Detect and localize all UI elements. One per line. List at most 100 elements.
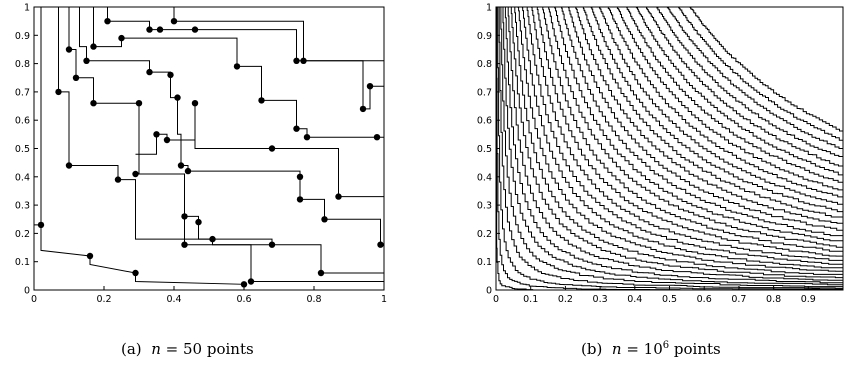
contour-7 [507, 6, 844, 281]
y-tick-label: 0.2 [477, 229, 492, 240]
data-point [258, 97, 265, 104]
contour-23 [598, 7, 844, 206]
contour-17 [554, 6, 844, 243]
y-tick-label: 0.9 [15, 31, 30, 42]
data-point [191, 100, 199, 107]
caption-a-eq: = [160, 340, 183, 358]
contour-29 [656, 6, 844, 159]
panel-b-curves [496, 6, 844, 291]
data-point [181, 241, 188, 248]
chain-2 [58, 7, 384, 282]
y-tick-label: 0.1 [15, 257, 30, 268]
data-point [321, 216, 328, 223]
contour-22 [590, 6, 844, 214]
data-point [37, 221, 45, 229]
x-tick-label: 0.2 [96, 294, 111, 305]
data-point [233, 63, 241, 70]
contour-16 [548, 6, 843, 248]
data-point [153, 131, 160, 138]
y-tick-label: 0.7 [477, 87, 492, 98]
data-point [247, 278, 255, 285]
data-point [293, 57, 300, 64]
contour-9 [514, 6, 844, 275]
panel-b-y-ticks: 0 0.1 0.2 0.3 0.4 0.5 0.6 0.7 0.8 0.9 1 [477, 3, 500, 297]
contour-4 [500, 6, 843, 288]
data-point [65, 46, 73, 53]
caption-b-eq: = [621, 340, 644, 358]
y-tick-label: 0.4 [15, 172, 30, 183]
chain-3 [68, 7, 384, 274]
contour-32 [689, 6, 843, 132]
data-point [377, 241, 384, 248]
contour-26 [626, 6, 844, 184]
data-point [146, 26, 153, 33]
contour-1 [496, 6, 843, 291]
data-point [90, 100, 97, 107]
data-point [55, 88, 62, 96]
caption-a-var: n [151, 340, 161, 358]
x-tick-label: 0.1 [523, 294, 538, 305]
data-point [359, 105, 367, 113]
data-point [268, 145, 276, 152]
x-tick-label: 0.6 [236, 294, 251, 305]
panel-a-plot: 0 0.2 0.4 0.6 0.8 1 0 0.1 0.2 0.3 0.4 0.5 0.6 0.7 0.8… [15, 3, 387, 306]
x-tick-label: 0.8 [766, 294, 781, 305]
y-tick-label: 0.1 [477, 257, 492, 268]
data-point [303, 134, 311, 141]
chain-6 [107, 7, 384, 110]
data-point [83, 57, 90, 64]
x-tick-label: 0.9 [801, 294, 816, 305]
caption-a-value: 50 [183, 340, 203, 358]
contour-5 [502, 6, 843, 286]
x-tick-label: 0.6 [697, 294, 712, 305]
data-point [167, 71, 174, 79]
contour-2 [497, 6, 843, 290]
y-tick-label: 0.8 [15, 59, 30, 70]
data-point [104, 18, 111, 25]
y-tick-label: 0.6 [15, 116, 30, 127]
data-point [296, 173, 304, 180]
data-point [72, 74, 80, 82]
y-tick-label: 0.4 [477, 172, 492, 183]
data-point [335, 193, 342, 200]
y-tick-label: 0.5 [15, 144, 30, 155]
x-tick-label: 1 [381, 294, 387, 305]
data-point [300, 57, 307, 64]
data-point [184, 167, 192, 175]
contour-27 [635, 6, 844, 177]
contour-28 [645, 6, 844, 167]
data-point [293, 125, 300, 132]
contour-18 [560, 6, 844, 238]
chain-0 [34, 224, 384, 291]
caption-b-unit: points [669, 340, 721, 358]
contour-25 [616, 6, 844, 191]
y-tick-label: 0.9 [477, 31, 492, 42]
x-tick-label: 0 [31, 294, 37, 305]
contour-20 [575, 6, 844, 225]
contour-19 [568, 6, 844, 232]
contour-6 [504, 6, 844, 284]
data-point [170, 18, 178, 25]
y-tick-label: 0 [24, 286, 30, 297]
panel-a-chains [34, 7, 384, 291]
y-tick-label: 1 [24, 3, 30, 14]
chain-7 [135, 103, 384, 198]
x-tick-label: 0.4 [627, 294, 642, 305]
data-point [195, 218, 202, 226]
data-point [132, 269, 139, 277]
panel-a-points [37, 18, 384, 288]
contour-12 [526, 6, 843, 265]
contour-24 [607, 6, 844, 198]
chain-4 [79, 7, 381, 245]
y-tick-label: 1 [486, 3, 492, 14]
y-tick-label: 0.3 [477, 201, 492, 212]
contour-14 [536, 6, 843, 257]
y-tick-label: 0.7 [15, 87, 30, 98]
y-tick-label: 0.3 [15, 201, 30, 212]
data-point [181, 213, 188, 220]
y-tick-label: 0.5 [477, 144, 492, 155]
data-point [317, 269, 325, 277]
data-point [191, 26, 199, 33]
y-tick-label: 0.8 [477, 59, 492, 70]
